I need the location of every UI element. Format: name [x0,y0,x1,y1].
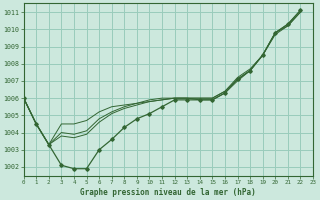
X-axis label: Graphe pression niveau de la mer (hPa): Graphe pression niveau de la mer (hPa) [80,188,256,197]
